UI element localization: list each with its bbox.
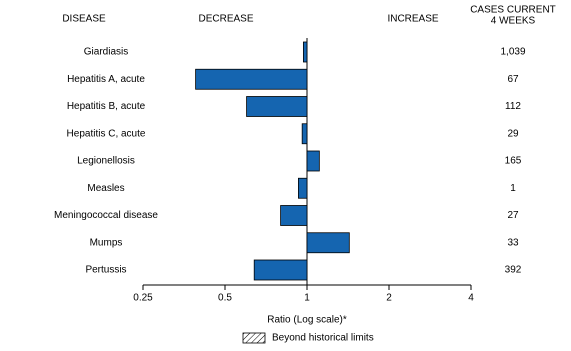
bar <box>253 259 308 281</box>
bar <box>302 41 308 63</box>
category-label: Mumps <box>90 237 123 248</box>
cases-value: 165 <box>505 156 522 167</box>
x-tick-label: 0.5 <box>218 293 232 304</box>
x-tick-label: 0.25 <box>133 293 153 304</box>
category-label: Hepatitis A, acute <box>67 74 145 85</box>
bar <box>301 123 308 145</box>
category-label: Meningococcal disease <box>54 210 158 221</box>
legend-swatch <box>242 332 266 344</box>
x-tick-label: 1 <box>304 293 310 304</box>
cases-value: 1 <box>510 183 516 194</box>
category-label: Pertussis <box>85 265 126 276</box>
x-tick-label: 2 <box>386 293 392 304</box>
cases-value: 27 <box>507 210 519 221</box>
x-tick-label: 4 <box>468 293 474 304</box>
legend-label: Beyond historical limits <box>272 333 374 344</box>
header-cases: CASES CURRENT <box>470 5 556 16</box>
category-label: Hepatitis C, acute <box>67 128 146 139</box>
header-increase: INCREASE <box>387 14 438 25</box>
category-label: Legionellosis <box>77 156 135 167</box>
cases-value: 112 <box>505 101 521 112</box>
bar <box>306 232 350 254</box>
category-label: Hepatitis B, acute <box>67 101 146 112</box>
cases-value: 29 <box>507 128 519 139</box>
cases-value: 1,039 <box>500 47 525 58</box>
header-disease: DISEASE <box>62 14 106 25</box>
header-decrease: DECREASE <box>198 14 253 25</box>
bar <box>195 68 308 90</box>
category-label: Giardiasis <box>84 47 128 58</box>
cases-value: 33 <box>507 237 519 248</box>
bar <box>280 205 308 226</box>
cases-value: 67 <box>507 74 519 85</box>
cases-value: 392 <box>505 265 522 276</box>
category-label: Measles <box>87 183 124 194</box>
bar <box>246 96 308 117</box>
x-axis-label: Ratio (Log scale)* <box>267 315 347 326</box>
bar <box>306 150 320 172</box>
bar <box>298 177 308 199</box>
header-cases: 4 WEEKS <box>491 16 536 27</box>
